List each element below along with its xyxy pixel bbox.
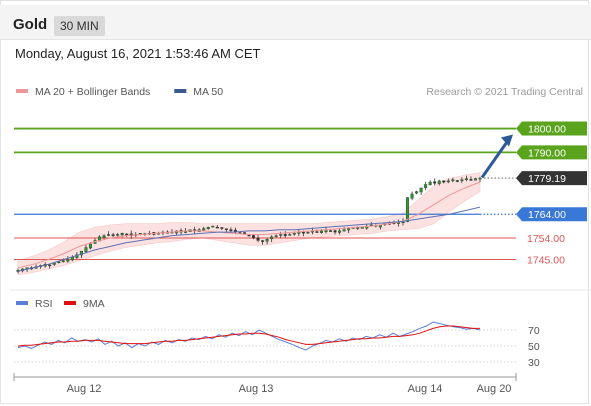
symbol-title: Gold	[13, 16, 48, 33]
candle-45	[220, 227, 224, 231]
level-label-5: 1745.00	[527, 254, 565, 266]
osc-tick-2: 30	[528, 357, 540, 369]
level-label-2: 1779.19	[528, 173, 566, 185]
candle-95	[446, 178, 450, 184]
candle-22	[116, 232, 120, 237]
osc-legend-label-0: RSI	[35, 298, 53, 310]
header-bar: Gold 30 MIN	[0, 5, 591, 40]
candle-98	[460, 177, 464, 184]
candle-90	[424, 181, 428, 191]
x-tick-label-0: Aug 12	[67, 383, 102, 395]
candle-10	[61, 258, 65, 263]
candle-91	[428, 180, 432, 186]
x-tick-label-2: Aug 14	[408, 383, 443, 395]
level-label-1: 1790.00	[528, 147, 566, 159]
osc-legend-swatch-1	[64, 301, 76, 305]
legend-swatch-0	[16, 89, 28, 93]
candle-88	[415, 190, 419, 195]
candle-11	[66, 256, 70, 263]
level-tag-3	[516, 207, 587, 222]
candle-102	[478, 176, 482, 183]
level-tag-2	[516, 171, 587, 186]
candle-7	[48, 264, 52, 269]
level-label-3: 1764.00	[528, 209, 566, 221]
candle-101	[473, 177, 477, 181]
osc-legend-swatch-0	[16, 301, 28, 305]
candle-94	[442, 180, 446, 184]
timeframe-badge[interactable]: 30 MIN	[54, 16, 105, 36]
candle-92	[433, 178, 437, 186]
candle-100	[469, 176, 473, 181]
osc-legend-label-1: 9MA	[83, 298, 105, 310]
candle-15	[84, 244, 88, 254]
x-tick-label-1: Aug 13	[239, 383, 274, 395]
candle-87	[410, 191, 414, 201]
candle-44	[215, 225, 219, 229]
candle-21	[111, 232, 115, 238]
candle-56	[270, 235, 274, 243]
candle-97	[455, 180, 459, 183]
candle-59	[283, 231, 287, 238]
ma50-line	[17, 206, 481, 272]
candle-20	[107, 231, 111, 237]
candle-43	[211, 225, 215, 228]
legend-swatch-1	[174, 89, 187, 93]
candle-99	[464, 175, 468, 182]
candle-93	[437, 179, 441, 186]
legend-label-1: MA 50	[193, 86, 223, 98]
candle-55	[265, 237, 269, 245]
candle-86	[406, 197, 410, 223]
candle-72	[342, 226, 346, 232]
target-arrow-shaft	[480, 139, 510, 179]
level-tag-1	[516, 145, 587, 160]
x-tick-label-3: Aug 20	[477, 383, 512, 395]
candle-64	[306, 231, 310, 235]
bollinger-band-area	[17, 172, 481, 276]
level-label-4: 1754.00	[527, 233, 565, 245]
osc-tick-0: 70	[528, 325, 540, 337]
datetime-label: Monday, August 16, 2021 1:53:46 AM CET	[15, 46, 261, 61]
candle-96	[451, 177, 455, 183]
rsi-ma9-line	[17, 325, 480, 347]
candle-66	[315, 229, 319, 233]
candle-53	[256, 234, 260, 243]
level-tag-0	[516, 121, 587, 136]
candle-47	[229, 227, 233, 233]
candle-42	[206, 226, 210, 230]
level-label-0: 1800.00	[528, 124, 566, 136]
candle-60	[288, 232, 292, 236]
legend-label-0: MA 20 + Bollinger Bands	[35, 86, 150, 98]
candle-57	[274, 234, 278, 238]
target-arrow-head	[501, 134, 513, 147]
osc-tick-1: 50	[528, 341, 540, 353]
candle-41	[202, 226, 206, 231]
candle-89	[419, 187, 423, 196]
candle-54	[261, 240, 265, 245]
credit-text: Research © 2021 Trading Central	[426, 86, 583, 98]
candle-70	[333, 229, 337, 235]
